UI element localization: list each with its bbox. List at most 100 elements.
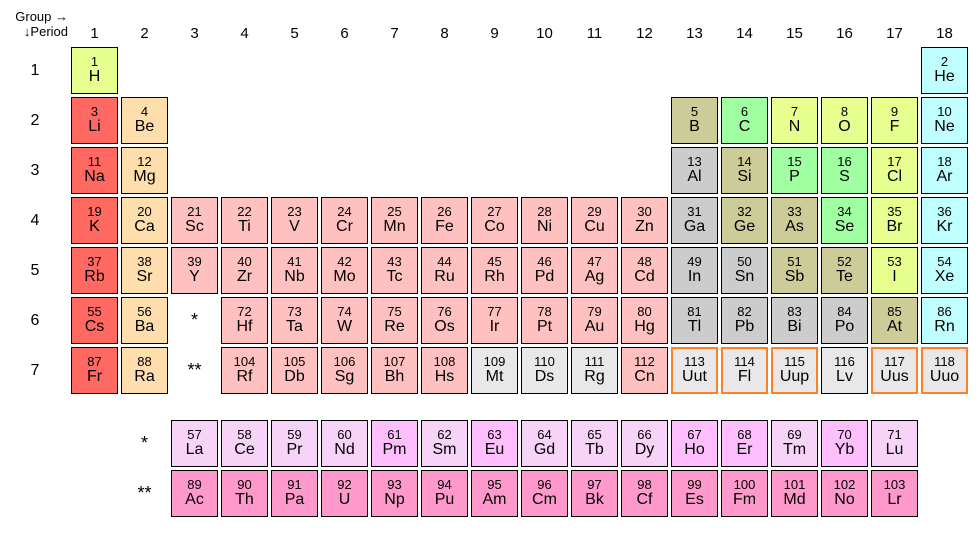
element-Dy[interactable]: 66Dy	[621, 420, 668, 467]
element-Th[interactable]: 90Th	[221, 470, 268, 517]
element-Cd[interactable]: 48Cd	[621, 247, 668, 294]
element-Bk[interactable]: 97Bk	[571, 470, 618, 517]
element-Au[interactable]: 79Au	[571, 297, 618, 344]
element-Pa[interactable]: 91Pa	[271, 470, 318, 517]
element-Rg[interactable]: 111Rg	[571, 347, 618, 394]
element-Pb[interactable]: 82Pb	[721, 297, 768, 344]
element-Ar[interactable]: 18Ar	[921, 147, 968, 194]
element-He[interactable]: 2He	[921, 47, 968, 94]
element-Lr[interactable]: 103Lr	[871, 470, 918, 517]
element-Te[interactable]: 52Te	[821, 247, 868, 294]
element-Bh[interactable]: 107Bh	[371, 347, 418, 394]
element-Pr[interactable]: 59Pr	[271, 420, 318, 467]
element-F[interactable]: 9F	[871, 97, 918, 144]
element-Sn[interactable]: 50Sn	[721, 247, 768, 294]
element-V[interactable]: 23V	[271, 197, 318, 244]
element-Ga[interactable]: 31Ga	[671, 197, 718, 244]
element-W[interactable]: 74W	[321, 297, 368, 344]
element-Li[interactable]: 3Li	[71, 97, 118, 144]
element-Y[interactable]: 39Y	[171, 247, 218, 294]
element-Sc[interactable]: 21Sc	[171, 197, 218, 244]
element-Ca[interactable]: 20Ca	[121, 197, 168, 244]
element-Rb[interactable]: 37Rb	[71, 247, 118, 294]
element-Ho[interactable]: 67Ho	[671, 420, 718, 467]
element-Xe[interactable]: 54Xe	[921, 247, 968, 294]
element-Be[interactable]: 4Be	[121, 97, 168, 144]
element-At[interactable]: 85At	[871, 297, 918, 344]
element-Sr[interactable]: 38Sr	[121, 247, 168, 294]
element-Sg[interactable]: 106Sg	[321, 347, 368, 394]
element-No[interactable]: 102No	[821, 470, 868, 517]
element-Cm[interactable]: 96Cm	[521, 470, 568, 517]
element-Po[interactable]: 84Po	[821, 297, 868, 344]
element-Re[interactable]: 75Re	[371, 297, 418, 344]
element-Ra[interactable]: 88Ra	[121, 347, 168, 394]
element-Br[interactable]: 35Br	[871, 197, 918, 244]
element-Tm[interactable]: 69Tm	[771, 420, 818, 467]
element-Rn[interactable]: 86Rn	[921, 297, 968, 344]
element-Md[interactable]: 101Md	[771, 470, 818, 517]
element-Pt[interactable]: 78Pt	[521, 297, 568, 344]
element-Mt[interactable]: 109Mt	[471, 347, 518, 394]
element-As[interactable]: 33As	[771, 197, 818, 244]
element-Cs[interactable]: 55Cs	[71, 297, 118, 344]
element-Ds[interactable]: 110Ds	[521, 347, 568, 394]
element-Hf[interactable]: 72Hf	[221, 297, 268, 344]
element-La[interactable]: 57La	[171, 420, 218, 467]
element-Ba[interactable]: 56Ba	[121, 297, 168, 344]
element-B[interactable]: 5B	[671, 97, 718, 144]
element-Ti[interactable]: 22Ti	[221, 197, 268, 244]
element-Os[interactable]: 76Os	[421, 297, 468, 344]
element-Pd[interactable]: 46Pd	[521, 247, 568, 294]
element-K[interactable]: 19K	[71, 197, 118, 244]
element-C[interactable]: 6C	[721, 97, 768, 144]
element-Mg[interactable]: 12Mg	[121, 147, 168, 194]
element-Bi[interactable]: 83Bi	[771, 297, 818, 344]
element-Lv[interactable]: 116Lv	[821, 347, 868, 394]
element-Hs[interactable]: 108Hs	[421, 347, 468, 394]
element-Sb[interactable]: 51Sb	[771, 247, 818, 294]
element-N[interactable]: 7N	[771, 97, 818, 144]
element-Uus[interactable]: 117Uus	[871, 347, 918, 394]
element-Es[interactable]: 99Es	[671, 470, 718, 517]
element-Uuo[interactable]: 118Uuo	[921, 347, 968, 394]
element-Er[interactable]: 68Er	[721, 420, 768, 467]
element-Nb[interactable]: 41Nb	[271, 247, 318, 294]
element-Mo[interactable]: 42Mo	[321, 247, 368, 294]
element-Pm[interactable]: 61Pm	[371, 420, 418, 467]
element-Co[interactable]: 27Co	[471, 197, 518, 244]
element-Fl[interactable]: 114Fl	[721, 347, 768, 394]
element-Db[interactable]: 105Db	[271, 347, 318, 394]
element-Se[interactable]: 34Se	[821, 197, 868, 244]
element-O[interactable]: 8O	[821, 97, 868, 144]
element-Uup[interactable]: 115Uup	[771, 347, 818, 394]
element-Ru[interactable]: 44Ru	[421, 247, 468, 294]
element-Yb[interactable]: 70Yb	[821, 420, 868, 467]
element-H[interactable]: 1H	[71, 47, 118, 94]
element-Pu[interactable]: 94Pu	[421, 470, 468, 517]
element-Ce[interactable]: 58Ce	[221, 420, 268, 467]
element-Fe[interactable]: 26Fe	[421, 197, 468, 244]
element-Si[interactable]: 14Si	[721, 147, 768, 194]
element-Np[interactable]: 93Np	[371, 470, 418, 517]
element-I[interactable]: 53I	[871, 247, 918, 294]
element-Gd[interactable]: 64Gd	[521, 420, 568, 467]
element-Zr[interactable]: 40Zr	[221, 247, 268, 294]
element-Eu[interactable]: 63Eu	[471, 420, 518, 467]
element-Cu[interactable]: 29Cu	[571, 197, 618, 244]
element-Ni[interactable]: 28Ni	[521, 197, 568, 244]
element-Al[interactable]: 13Al	[671, 147, 718, 194]
element-Ag[interactable]: 47Ag	[571, 247, 618, 294]
element-Kr[interactable]: 36Kr	[921, 197, 968, 244]
element-Zn[interactable]: 30Zn	[621, 197, 668, 244]
element-Ne[interactable]: 10Ne	[921, 97, 968, 144]
element-Ta[interactable]: 73Ta	[271, 297, 318, 344]
element-Rh[interactable]: 45Rh	[471, 247, 518, 294]
element-Ge[interactable]: 32Ge	[721, 197, 768, 244]
element-Rf[interactable]: 104Rf	[221, 347, 268, 394]
element-Fm[interactable]: 100Fm	[721, 470, 768, 517]
element-Cr[interactable]: 24Cr	[321, 197, 368, 244]
element-P[interactable]: 15P	[771, 147, 818, 194]
element-Cf[interactable]: 98Cf	[621, 470, 668, 517]
element-Tc[interactable]: 43Tc	[371, 247, 418, 294]
